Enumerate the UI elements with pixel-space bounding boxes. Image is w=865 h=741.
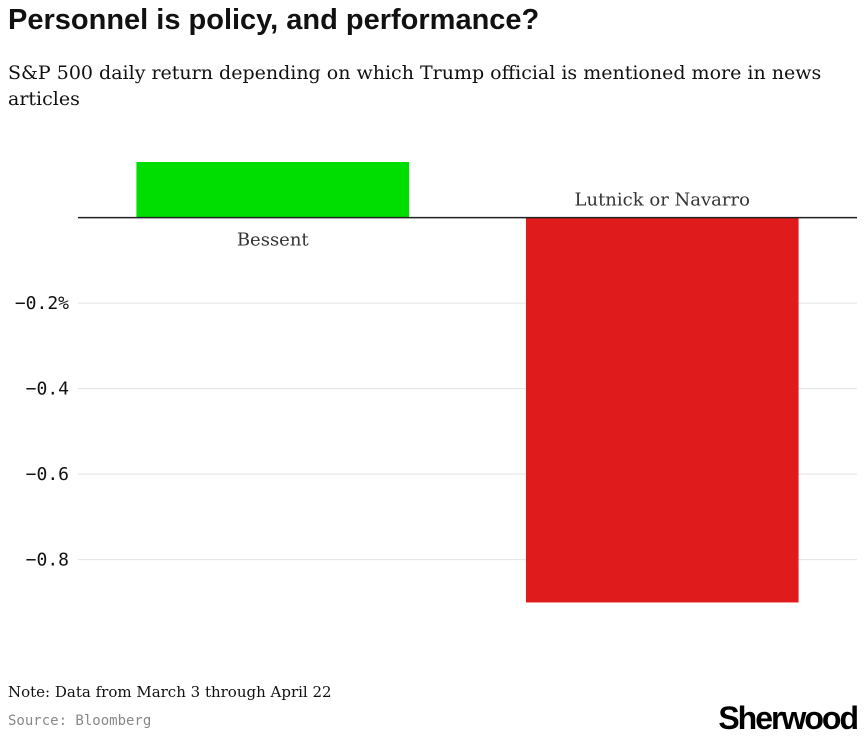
y-tick-label: −0.4 <box>26 379 69 400</box>
chart-title: Personnel is policy, and performance? <box>8 4 540 36</box>
bar-bessent <box>136 162 410 218</box>
y-tick-label: −0.6 <box>26 464 69 485</box>
category-labels: Bessent Lutnick or Navarro <box>237 190 750 251</box>
bar-chart: −0.2% −0.4 −0.6 −0.8 Bessent Lutnick or Nava… <box>15 162 857 603</box>
y-axis-ticks: −0.2% −0.4 −0.6 −0.8 <box>15 293 69 571</box>
sherwood-logo: Sherwood <box>718 700 859 736</box>
category-label: Bessent <box>237 230 310 251</box>
category-label: Lutnick or Navarro <box>575 190 750 211</box>
bars <box>136 162 799 603</box>
chart-source: Source: Bloomberg <box>8 713 152 729</box>
chart-note: Note: Data from March 3 through April 22 <box>8 683 332 701</box>
y-tick-label: −0.8 <box>26 550 69 571</box>
y-tick-label: −0.2% <box>15 293 69 314</box>
bar-lutnick-or-navarro <box>525 217 799 603</box>
chart-subtitle: S&P 500 daily return depending on which … <box>8 62 822 110</box>
